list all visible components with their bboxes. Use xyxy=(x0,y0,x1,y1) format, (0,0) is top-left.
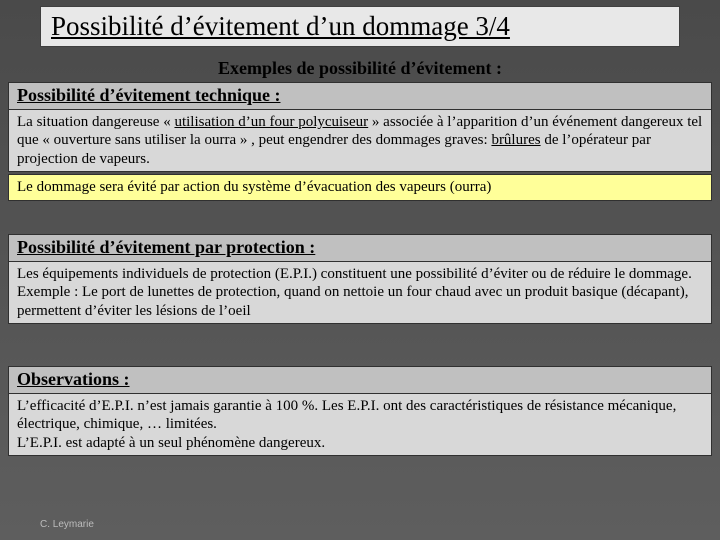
title-box: Possibilité d’évitement d’un dommage 3/4 xyxy=(40,6,680,47)
slide: Possibilité d’évitement d’un dommage 3/4… xyxy=(0,0,720,540)
section-technique-title: Possibilité d’évitement technique : xyxy=(17,85,280,105)
examples-subheader: Exemples de possibilité d’évitement : xyxy=(0,58,720,79)
slide-title: Possibilité d’évitement d’un dommage 3/4 xyxy=(51,11,510,41)
footer-author: C. Leymarie xyxy=(40,519,94,530)
section-observations-header: Observations : xyxy=(8,366,712,394)
section-protection-body: Les équipements individuels de protectio… xyxy=(8,261,712,324)
section-protection-title: Possibilité d’évitement par protection : xyxy=(17,237,315,257)
section-technique-body: La situation dangereuse « utilisation d’… xyxy=(8,109,712,172)
section-observations-title: Observations : xyxy=(17,369,130,389)
section-technique-header: Possibilité d’évitement technique : xyxy=(8,82,712,110)
section-protection-header: Possibilité d’évitement par protection : xyxy=(8,234,712,262)
section-observations-body: L’efficacité d’E.P.I. n’est jamais garan… xyxy=(8,393,712,456)
section-technique-highlight: Le dommage sera évité par action du syst… xyxy=(8,174,712,201)
